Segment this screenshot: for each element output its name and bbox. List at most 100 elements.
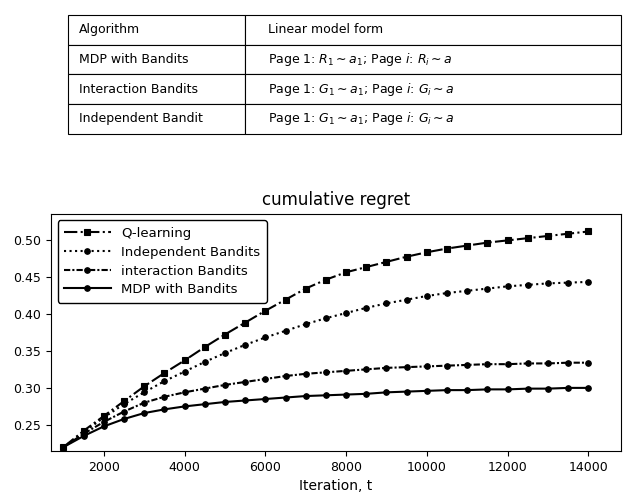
interaction Bandits — [201, 386, 209, 392]
Q-learning — [100, 413, 108, 419]
Q-learning — [79, 428, 87, 434]
Q-learning — [423, 249, 431, 255]
Q-learning — [180, 357, 188, 363]
Q-learning — [403, 254, 410, 260]
Q-learning — [484, 239, 492, 245]
MDP with Bandits — [60, 444, 67, 450]
MDP with Bandits — [241, 397, 249, 403]
interaction Bandits — [463, 362, 471, 368]
MDP with Bandits — [180, 403, 188, 409]
Q-learning — [463, 242, 471, 248]
Q-learning — [262, 308, 269, 314]
Independent Bandits — [140, 389, 148, 395]
Q-learning — [342, 269, 350, 275]
Q-learning — [504, 237, 511, 243]
MDP with Bandits — [302, 393, 310, 399]
Q-learning — [585, 228, 593, 234]
Q-learning — [322, 277, 330, 283]
Independent Bandits — [322, 315, 330, 321]
Independent Bandits — [100, 414, 108, 420]
MDP with Bandits — [444, 387, 451, 393]
Independent Bandits — [444, 290, 451, 296]
Line: Q-learning: Q-learning — [60, 228, 592, 451]
Independent Bandits — [161, 378, 168, 384]
Line: MDP with Bandits: MDP with Bandits — [61, 385, 591, 450]
interaction Bandits — [140, 400, 148, 406]
interaction Bandits — [120, 409, 128, 415]
interaction Bandits — [100, 419, 108, 425]
Q-learning — [120, 398, 128, 404]
interaction Bandits — [180, 389, 188, 395]
Q-learning — [383, 259, 390, 265]
Q-learning — [221, 332, 228, 338]
Q-learning — [362, 264, 370, 270]
MDP with Bandits — [484, 386, 492, 392]
Q-learning — [241, 320, 249, 326]
MDP with Bandits — [79, 433, 87, 439]
MDP with Bandits — [524, 386, 532, 392]
MDP with Bandits — [161, 406, 168, 412]
Q-learning — [444, 245, 451, 252]
Q-learning — [282, 297, 289, 303]
Legend: Q-learning, Independent Bandits, interaction Bandits, MDP with Bandits: Q-learning, Independent Bandits, interac… — [58, 220, 267, 303]
Independent Bandits — [383, 301, 390, 307]
MDP with Bandits — [362, 391, 370, 397]
MDP with Bandits — [221, 399, 228, 405]
interaction Bandits — [564, 360, 572, 366]
interaction Bandits — [362, 366, 370, 372]
Line: interaction Bandits: interaction Bandits — [61, 360, 591, 450]
MDP with Bandits — [544, 386, 552, 392]
Q-learning — [564, 230, 572, 236]
MDP with Bandits — [140, 410, 148, 416]
Line: Independent Bandits: Independent Bandits — [61, 279, 591, 450]
Independent Bandits — [241, 342, 249, 348]
X-axis label: Iteration, t: Iteration, t — [300, 479, 372, 493]
Independent Bandits — [463, 288, 471, 294]
interaction Bandits — [241, 379, 249, 385]
interaction Bandits — [282, 373, 289, 379]
Independent Bandits — [504, 284, 511, 290]
Q-learning — [140, 383, 148, 389]
MDP with Bandits — [383, 389, 390, 395]
Q-learning — [524, 235, 532, 241]
MDP with Bandits — [585, 385, 593, 391]
Independent Bandits — [180, 369, 188, 375]
Independent Bandits — [403, 297, 410, 303]
MDP with Bandits — [282, 394, 289, 400]
Independent Bandits — [484, 286, 492, 292]
Independent Bandits — [362, 305, 370, 311]
MDP with Bandits — [201, 401, 209, 407]
Independent Bandits — [60, 444, 67, 450]
interaction Bandits — [342, 368, 350, 374]
interaction Bandits — [524, 360, 532, 366]
Independent Bandits — [282, 328, 289, 334]
interaction Bandits — [60, 444, 67, 450]
interaction Bandits — [383, 365, 390, 371]
Independent Bandits — [342, 310, 350, 316]
Independent Bandits — [262, 335, 269, 341]
interaction Bandits — [403, 364, 410, 370]
interaction Bandits — [161, 394, 168, 400]
Independent Bandits — [221, 350, 228, 356]
interaction Bandits — [221, 382, 228, 388]
Independent Bandits — [201, 359, 209, 365]
MDP with Bandits — [463, 387, 471, 393]
MDP with Bandits — [423, 388, 431, 394]
Independent Bandits — [79, 429, 87, 435]
Independent Bandits — [585, 279, 593, 285]
Q-learning — [302, 286, 310, 292]
interaction Bandits — [262, 376, 269, 382]
Independent Bandits — [120, 401, 128, 407]
MDP with Bandits — [504, 386, 511, 392]
interaction Bandits — [544, 360, 552, 366]
Independent Bandits — [423, 293, 431, 299]
interaction Bandits — [423, 363, 431, 369]
MDP with Bandits — [100, 423, 108, 429]
MDP with Bandits — [564, 385, 572, 391]
Independent Bandits — [564, 280, 572, 286]
Independent Bandits — [302, 321, 310, 327]
Independent Bandits — [524, 282, 532, 288]
Q-learning — [60, 444, 67, 450]
interaction Bandits — [322, 369, 330, 375]
MDP with Bandits — [262, 396, 269, 402]
